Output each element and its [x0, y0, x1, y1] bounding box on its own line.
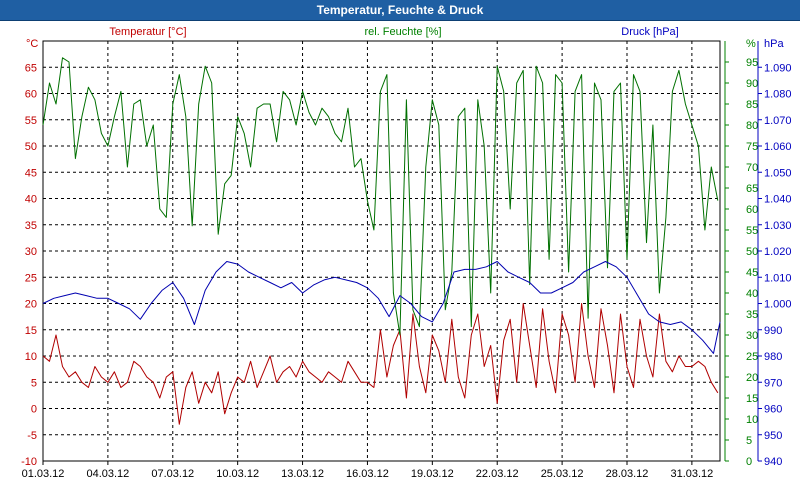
- temperature-tick-label: 25: [25, 272, 37, 284]
- pressure-tick-label: 960: [764, 404, 782, 416]
- series-pressure-line: [42, 261, 721, 354]
- pressure-tick-label: 1.070: [764, 115, 792, 127]
- temperature-tick-label: 40: [25, 194, 37, 206]
- axis-labels: °C% hPa Temperatur [°C] rel. Feuchte [%] Dru…: [26, 26, 784, 50]
- pressure-tick-label: 1.050: [764, 167, 792, 179]
- humidity-tick-label: 90: [746, 78, 758, 90]
- series-temperature-line: [42, 303, 719, 425]
- humidity-tick-label: 60: [746, 204, 758, 216]
- temperature-axis-label: °C: [26, 38, 38, 50]
- pressure-tick-label: 990: [764, 325, 782, 337]
- x-tick-label: 22.03.12: [476, 468, 519, 480]
- pressure-tick-label: 1.030: [764, 220, 792, 232]
- humidity-tick-label: 80: [746, 120, 758, 132]
- humidity-tick-label: 10: [746, 414, 758, 426]
- legend-pressure: Druck [hPa]: [621, 26, 678, 38]
- temperature-tick-label: 60: [25, 89, 37, 101]
- temperature-tick-label: 35: [25, 220, 37, 232]
- x-tick-label: 16.03.12: [346, 468, 389, 480]
- humidity-tick-label: 25: [746, 351, 758, 363]
- window-title: Temperatur, Feuchte & Druck: [316, 3, 484, 17]
- humidity-tick-label: 75: [746, 141, 758, 153]
- legend-temperature: Temperatur [°C]: [109, 26, 186, 38]
- temperature-tick-label: 50: [25, 141, 37, 153]
- x-tick-label: 19.03.12: [411, 468, 454, 480]
- temperature-tick-label: 55: [25, 115, 37, 127]
- pressure-tick-label: 1.090: [764, 62, 792, 74]
- x-tick-label: 01.03.12: [22, 468, 65, 480]
- humidity-tick-label: 35: [746, 309, 758, 321]
- x-tick-label: 04.03.12: [86, 468, 129, 480]
- humidity-tick-label: 45: [746, 267, 758, 279]
- pressure-tick-label: 1.080: [764, 89, 792, 101]
- x-tick-label: 28.03.12: [606, 468, 649, 480]
- humidity-tick-label: 0: [746, 456, 752, 468]
- humidity-tick-label: 30: [746, 330, 758, 342]
- pressure-tick-label: 1.000: [764, 299, 792, 311]
- humidity-tick-label: 40: [746, 288, 758, 300]
- x-tick-label: 13.03.12: [281, 468, 324, 480]
- pressure-tick-label: 1.010: [764, 272, 792, 284]
- legend-humidity: rel. Feuchte [%]: [364, 26, 441, 38]
- pressure-tick-label: 1.040: [764, 194, 792, 206]
- x-tick-label: 10.03.12: [216, 468, 259, 480]
- chart: -10 -5 0 5 10 15 20 25 30 35 40 45 50 55 60 65 0 5 10 15 20 2…: [21, 26, 792, 480]
- humidity-tick-label: 15: [746, 393, 758, 405]
- x-tick-label: 25.03.12: [541, 468, 584, 480]
- temperature-tick-label: 20: [25, 299, 37, 311]
- series-lines: [42, 57, 721, 425]
- temperature-tick-label: 15: [25, 325, 37, 337]
- temperature-tick-label: 45: [25, 167, 37, 179]
- title-bar: Temperatur, Feuchte & Druck: [0, 0, 800, 21]
- series-humidity-line: [42, 57, 719, 336]
- humidity-tick-label: 5: [746, 435, 752, 447]
- grid: [42, 40, 721, 462]
- humidity-axis-label: %: [746, 38, 756, 50]
- x-tick-label: 31.03.12: [670, 468, 713, 480]
- axes: -10 -5 0 5 10 15 20 25 30 35 40 45 50 55 60 65 0 5 10 15 20 2…: [21, 41, 792, 480]
- temperature-tick-label: -5: [27, 430, 37, 442]
- pressure-tick-label: 1.020: [764, 246, 792, 258]
- temperature-tick-label: 65: [25, 62, 37, 74]
- humidity-tick-label: 65: [746, 183, 758, 195]
- pressure-tick-label: 970: [764, 377, 782, 389]
- x-tick-label: 07.03.12: [151, 468, 194, 480]
- pressure-axis-label: hPa: [764, 38, 784, 50]
- pressure-tick-label: 1.060: [764, 141, 792, 153]
- temperature-tick-label: 0: [31, 404, 37, 416]
- temperature-tick-label: 5: [31, 377, 37, 389]
- humidity-tick-label: 20: [746, 372, 758, 384]
- humidity-tick-label: 55: [746, 225, 758, 237]
- pressure-tick-label: 980: [764, 351, 782, 363]
- humidity-tick-label: 70: [746, 162, 758, 174]
- humidity-tick-label: 85: [746, 99, 758, 111]
- temperature-tick-label: 10: [25, 351, 37, 363]
- humidity-tick-label: 95: [746, 57, 758, 69]
- pressure-tick-label: 940: [764, 456, 782, 468]
- temperature-tick-label: -10: [21, 456, 37, 468]
- pressure-tick-label: 950: [764, 430, 782, 442]
- temperature-tick-label: 30: [25, 246, 37, 258]
- humidity-tick-label: 50: [746, 246, 758, 258]
